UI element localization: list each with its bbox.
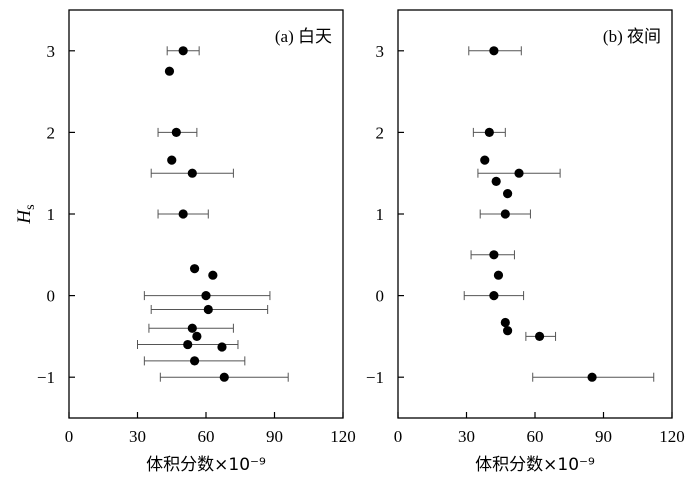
y-tick-label: 0 (47, 287, 56, 306)
x-tick-label: 90 (266, 427, 283, 446)
data-point (217, 342, 227, 352)
data-point (189, 356, 200, 366)
x-axis-title: 体积分数×10⁻⁹ (146, 455, 266, 475)
x-tick-label: 120 (330, 427, 356, 446)
data-point (178, 46, 188, 56)
x-tick-label: 60 (527, 427, 544, 446)
data-point (534, 331, 545, 341)
y-tick-label: 2 (47, 123, 56, 142)
y-axis-title: Hs (14, 204, 38, 224)
data-point (500, 317, 510, 328)
data-point (192, 331, 202, 341)
data-point (201, 291, 211, 301)
y-axis-title-subscript: s (23, 204, 38, 209)
x-tick-label: 120 (659, 427, 685, 446)
data-point (514, 168, 524, 178)
y-tick-label: −1 (366, 368, 384, 387)
data-point (491, 176, 501, 186)
panel-title: (b) 夜间 (603, 27, 661, 46)
data-point (208, 270, 218, 280)
x-tick-label: 0 (65, 427, 74, 446)
data-point (489, 291, 499, 301)
axis-ticks: 0 30 60 90 120 −1 0 1 2 3 (366, 42, 685, 446)
data-point (500, 209, 510, 219)
data-point (480, 155, 490, 165)
y-tick-label: 3 (376, 42, 385, 61)
data-point (484, 127, 494, 137)
data-point (203, 304, 213, 315)
panel-nighttime: (b) 夜间 体积分数×10⁻⁹ 0 30 60 90 120 −1 0 1 2 3 (366, 9, 685, 475)
data-point (187, 323, 197, 333)
y-tick-label: 0 (376, 287, 385, 306)
data-point (178, 209, 188, 219)
data-marks (137, 46, 289, 382)
panel-daytime: (a) 白天 体积分数×10⁻⁹ Hs 0 30 60 90 120 −1 0 1 2 3 (14, 9, 356, 475)
y-tick-label: 3 (47, 42, 56, 61)
y-axis-title-main: H (14, 209, 35, 225)
data-point (171, 127, 181, 137)
data-point (167, 155, 177, 165)
data-point (219, 372, 229, 382)
data-marks (463, 46, 655, 382)
plot-frame (397, 9, 673, 419)
data-point (503, 189, 513, 199)
data-point (189, 264, 200, 274)
data-point (493, 270, 504, 280)
data-point (587, 372, 597, 382)
y-tick-label: 1 (47, 205, 56, 224)
panel-title: (a) 白天 (275, 27, 332, 46)
x-tick-label: 60 (198, 427, 215, 446)
data-point (164, 66, 175, 76)
x-tick-label: 0 (394, 427, 403, 446)
data-point (187, 168, 197, 178)
x-tick-label: 30 (129, 427, 146, 446)
data-point (183, 339, 193, 350)
y-tick-label: 2 (376, 123, 385, 142)
y-tick-label: −1 (37, 368, 55, 387)
x-tick-label: 30 (458, 427, 475, 446)
x-tick-label: 90 (595, 427, 612, 446)
data-point (489, 250, 499, 260)
x-axis-title: 体积分数×10⁻⁹ (475, 455, 595, 475)
data-point (489, 46, 499, 56)
axis-ticks: 0 30 60 90 120 −1 0 1 2 3 (37, 42, 356, 446)
y-tick-label: 1 (376, 205, 385, 224)
data-point (503, 326, 513, 336)
